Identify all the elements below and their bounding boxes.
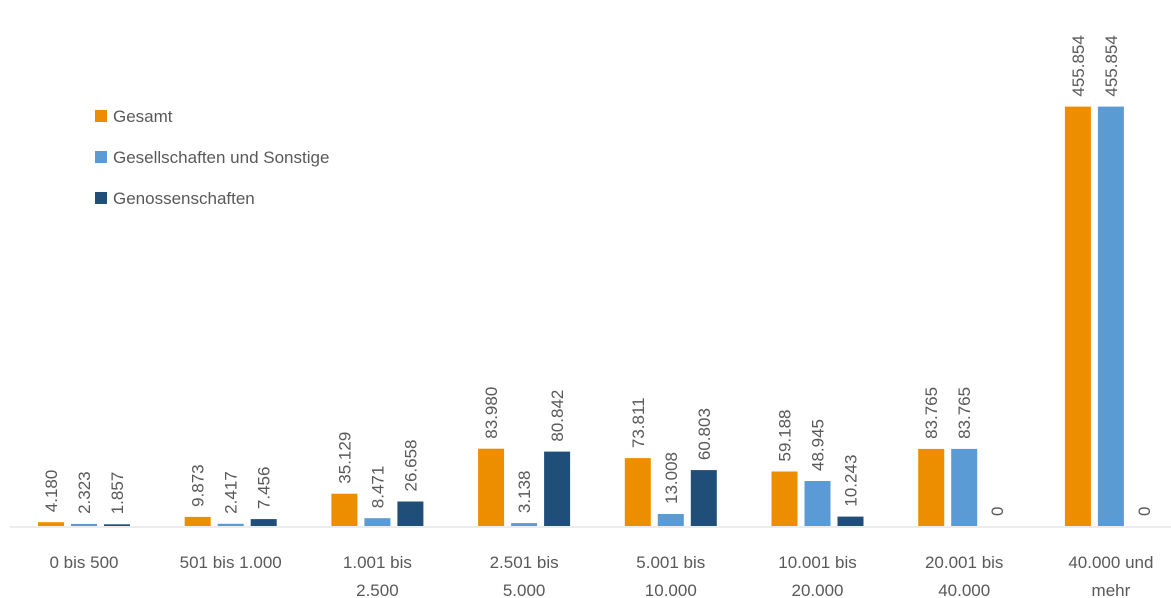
value-label-gesellschaften-3: 3.138	[515, 471, 534, 514]
value-label-gesamt-3: 83.980	[482, 387, 501, 439]
value-label-gesellschaften-4: 13.008	[662, 452, 681, 504]
value-label-genossenschaften-6: 0	[988, 507, 1007, 516]
value-label-genossenschaften-1: 7.456	[255, 467, 274, 510]
value-label-genossenschaften-4: 60.803	[695, 408, 714, 460]
value-label-gesamt-5: 59.188	[776, 410, 795, 462]
legend-swatch-gesamt	[95, 110, 107, 122]
bar-gesamt-0	[38, 522, 64, 526]
value-label-gesellschaften-7: 455.854	[1102, 35, 1121, 96]
category-label-2: 1.001 bis 2.500	[343, 553, 412, 598]
category-label-3: 2.501 bis 5.000	[490, 553, 559, 598]
value-label-genossenschaften-5: 10.243	[842, 455, 861, 507]
legend-swatch-genossenschaften	[95, 192, 107, 204]
bar-gesamt-5	[771, 471, 798, 526]
bar-genossenschaften-1	[250, 519, 277, 526]
value-label-genossenschaften-7: 0	[1135, 507, 1154, 516]
value-label-gesamt-6: 83.765	[922, 387, 941, 439]
bars	[38, 106, 1124, 526]
bar-gesellschaften-1	[217, 523, 244, 526]
category-label-6: 20.001 bis 40.000	[925, 553, 1003, 598]
category-label-0: 0 bis 500	[50, 553, 119, 572]
bar-genossenschaften-3	[544, 451, 571, 526]
bar-gesamt-2	[331, 493, 358, 526]
value-label-genossenschaften-0: 1.857	[108, 472, 127, 515]
value-label-gesamt-4: 73.811	[629, 397, 648, 448]
bar-gesellschaften-6	[951, 448, 978, 526]
legend-label-gesellschaften: Gesellschaften und Sonstige	[113, 148, 329, 167]
value-label-gesellschaften-6: 83.765	[955, 387, 974, 439]
legend-label-genossenschaften: Genossenschaften	[113, 189, 255, 208]
category-label-4: 5.001 bis 10.000	[636, 553, 705, 598]
value-label-gesamt-1: 9.873	[189, 464, 208, 507]
category-label-1: 501 bis 1.000	[180, 553, 282, 572]
category-label-7: 40.000 und mehr	[1068, 553, 1153, 598]
bar-gesellschaften-5	[804, 481, 831, 526]
value-label-gesamt-2: 35.129	[335, 432, 354, 484]
value-label-gesellschaften-0: 2.323	[75, 471, 94, 514]
legend-swatch-gesellschaften	[95, 151, 107, 163]
legend-label-gesamt: Gesamt	[113, 107, 173, 126]
bar-genossenschaften-0	[104, 524, 130, 526]
bar-genossenschaften-2	[397, 501, 424, 526]
bar-gesellschaften-7	[1097, 106, 1124, 526]
bar-gesamt-7	[1064, 106, 1091, 526]
value-label-gesellschaften-1: 2.417	[222, 471, 241, 514]
legend: Gesamt Gesellschaften und Sonstige Genosse…	[95, 107, 329, 208]
value-label-gesellschaften-5: 48.945	[809, 419, 828, 471]
bar-gesamt-3	[478, 448, 505, 526]
value-label-gesamt-7: 455.854	[1069, 35, 1088, 96]
value-labels: 4.180 2.323 1.857 9.873 2.417 7.456 35.129 8.47…	[42, 35, 1154, 516]
bar-gesamt-4	[624, 458, 651, 526]
bar-genossenschaften-4	[690, 470, 717, 526]
bar-gesellschaften-0	[71, 523, 97, 526]
value-label-gesellschaften-2: 8.471	[368, 466, 387, 509]
value-label-genossenschaften-2: 26.658	[401, 440, 420, 492]
bar-genossenschaften-5	[837, 516, 864, 526]
bar-gesellschaften-3	[511, 523, 538, 526]
bar-gesamt-6	[918, 448, 945, 526]
category-labels: 0 bis 500 501 bis 1.000 1.001 bis 2.500 2.50…	[50, 553, 1154, 598]
bar-gesellschaften-4	[657, 514, 684, 526]
bar-gesamt-1	[184, 516, 211, 526]
value-label-genossenschaften-3: 80.842	[548, 390, 567, 442]
category-label-5: 10.001 bis 20.000	[778, 553, 856, 598]
value-label-gesamt-0: 4.180	[42, 470, 61, 513]
bar-gesellschaften-2	[364, 518, 391, 526]
